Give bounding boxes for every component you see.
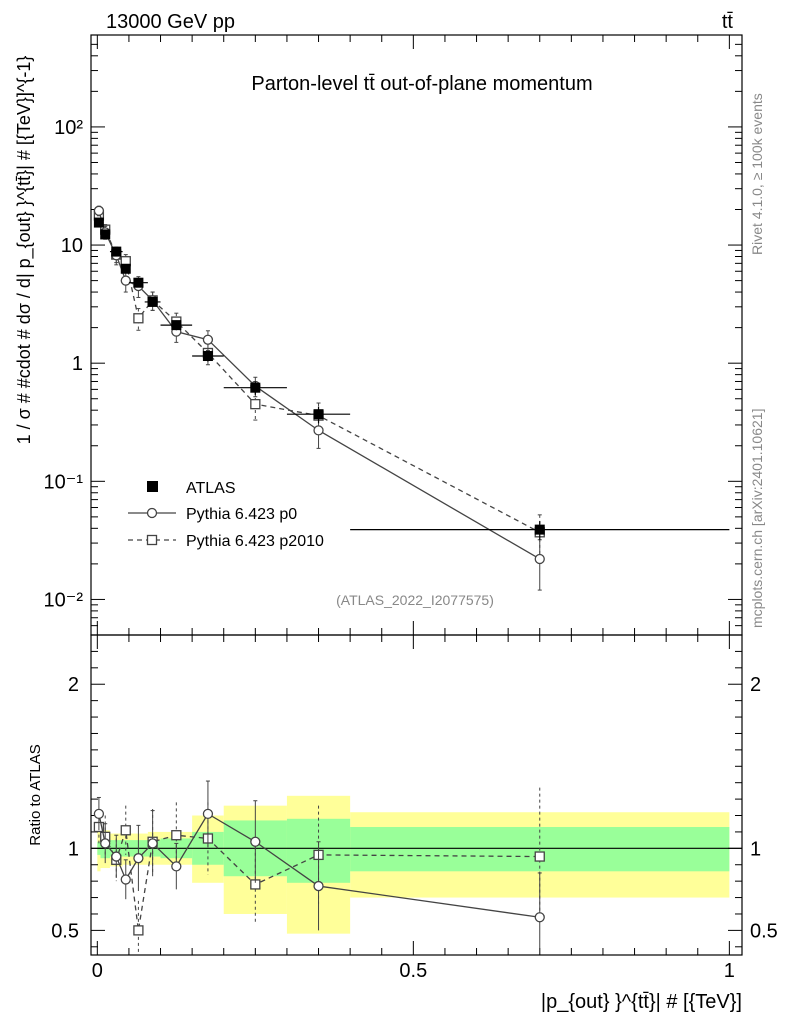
atlas-point [171, 320, 182, 331]
atlas-point [133, 277, 144, 288]
mcplots-label: mcplots.cern.ch [arXiv:2401.10621] [749, 409, 765, 628]
ratio-p0-point [313, 880, 324, 892]
atlas-point [313, 409, 324, 420]
ratio-p2010-point [171, 830, 182, 841]
p2010-point [250, 398, 261, 410]
analysis-watermark: (ATLAS_2022_I2077575) [336, 592, 494, 608]
atlas-point [93, 217, 104, 228]
y-tick-label: 10⁻¹ [44, 471, 84, 493]
ratio-y-tick-label-left: 2 [68, 674, 79, 696]
x-tick-label: 0.5 [399, 960, 427, 982]
y-tick-label: 10⁻² [44, 589, 84, 611]
atlas-point [202, 351, 213, 362]
ratio-p0-point [111, 851, 122, 862]
ratio-p2010-point [133, 925, 144, 936]
x-tick-label: 0 [92, 960, 103, 982]
atlas-point [147, 296, 158, 307]
atlas-point [534, 524, 545, 535]
chart-title: Parton-level tt̄ out-of-plane momentum [251, 73, 592, 95]
atlas-point [111, 246, 122, 257]
legend-p2010-marker [146, 534, 158, 546]
legend-atlas-label: ATLAS [186, 480, 236, 497]
ratio-y-tick-label-right: 2 [750, 674, 761, 696]
p0-point [534, 553, 545, 565]
atlas-point [100, 229, 111, 240]
y-tick-label: 10 [61, 235, 83, 257]
p0-point [313, 425, 324, 436]
ratio-p0-point [202, 808, 214, 820]
ratio-p0-point [93, 808, 105, 820]
legend-p2010-label: Pythia 6.423 p2010 [186, 533, 324, 550]
process-label: tt̄ [722, 11, 734, 33]
ratio-p0-point [147, 838, 158, 849]
energy-label: 13000 GeV pp [106, 11, 235, 33]
atlas-point [120, 263, 131, 274]
legend: ATLAS Pythia 6.423 p0 Pythia 6.423 p2010 [128, 480, 324, 550]
p0-point [202, 334, 214, 345]
ratio-y-axis-label: Ratio to ATLAS [27, 744, 44, 845]
legend-p0-marker [146, 507, 158, 519]
ratio-y-tick-label-right: 1 [750, 838, 761, 860]
atlas-point [250, 382, 261, 393]
ratio-y-tick-label-left: 0.5 [51, 920, 79, 942]
p0-point [93, 205, 105, 216]
ratio-p0-point [120, 874, 131, 885]
ratio-p2010-point [120, 825, 131, 836]
y-tick-label: 10² [54, 117, 83, 139]
ratio-p2010-point [534, 851, 545, 862]
ratio-p0-point [171, 861, 182, 872]
p2010-point [133, 313, 144, 324]
legend-atlas-marker [147, 481, 158, 492]
y-tick-label: 1 [72, 353, 83, 375]
p0-point [120, 275, 131, 286]
ratio-panel: 0.5 0.5 1 1 2 2 0 0.5 1 Ratio to ATLAS |p_{out} … [27, 634, 778, 1013]
p0-series-line [98, 210, 541, 560]
main-y-axis-label: 1 / σ # #cdot # dσ / d| p_{out} }^{tt̄}|… [14, 56, 35, 445]
x-tick-label: 1 [724, 960, 735, 982]
ratio-frame [90, 634, 743, 956]
ratio-y-tick-label-right: 0.5 [750, 920, 778, 942]
ratio-p0-point [250, 836, 261, 847]
ratio-p0-point [133, 853, 144, 864]
p2010-series-line [98, 215, 541, 533]
ratio-y-tick-label-left: 1 [68, 838, 79, 860]
ratio-p0-point [534, 912, 545, 923]
legend-p0-label: Pythia 6.423 p0 [186, 506, 297, 523]
rivet-label: Rivet 4.1.0, ≥ 100k events [749, 93, 765, 255]
ratio-p0-point [100, 838, 111, 849]
x-axis-label: |p_{out} }^{tt̄}| # [{TeV}] [541, 991, 742, 1013]
main-panel: Parton-level tt̄ out-of-plane momentum 1… [14, 34, 743, 636]
